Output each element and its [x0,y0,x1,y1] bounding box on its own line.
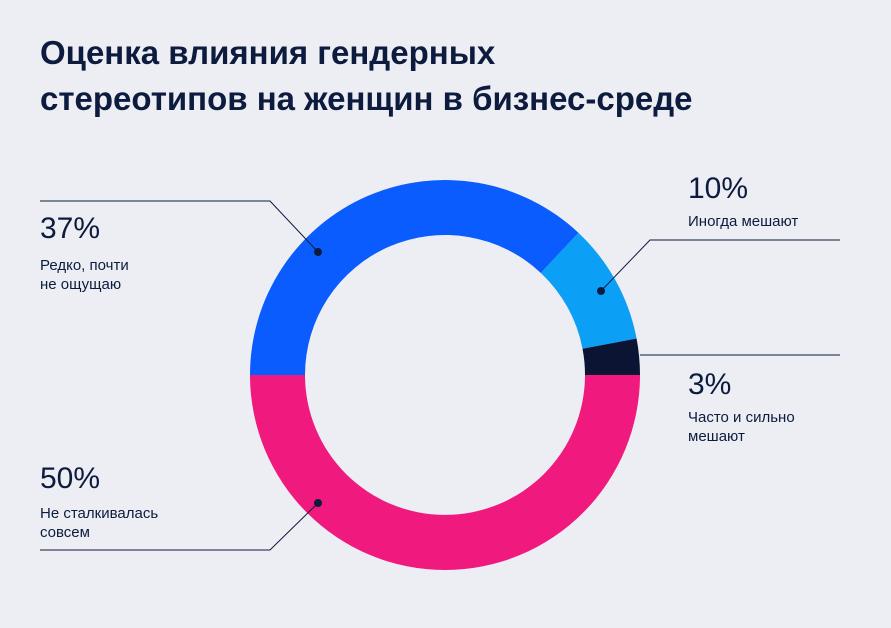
value-label: 50% [40,462,101,495]
leader-dot [314,248,322,256]
category-label: Редко, почти не ощущаю [40,257,129,293]
category-label: Часто и сильно мешают [688,409,795,445]
donut-segment [540,232,637,349]
value-label: 37% [40,212,101,245]
donut-segment [250,179,579,375]
value-label: 3% [688,368,732,401]
leader-line [40,502,319,551]
donut-segment [250,375,640,570]
leader-dot [597,287,605,295]
chart-title: Оценка влияния гендерных стереотипов на … [40,34,693,117]
value-label: 10% [688,172,749,205]
category-label: Не сталкивалась совсем [40,505,159,541]
category-label: Иногда мешают [688,213,799,230]
leader-line [40,200,319,253]
donut-segment [582,338,640,375]
leader-dot [314,499,322,507]
leader-line [600,239,840,292]
